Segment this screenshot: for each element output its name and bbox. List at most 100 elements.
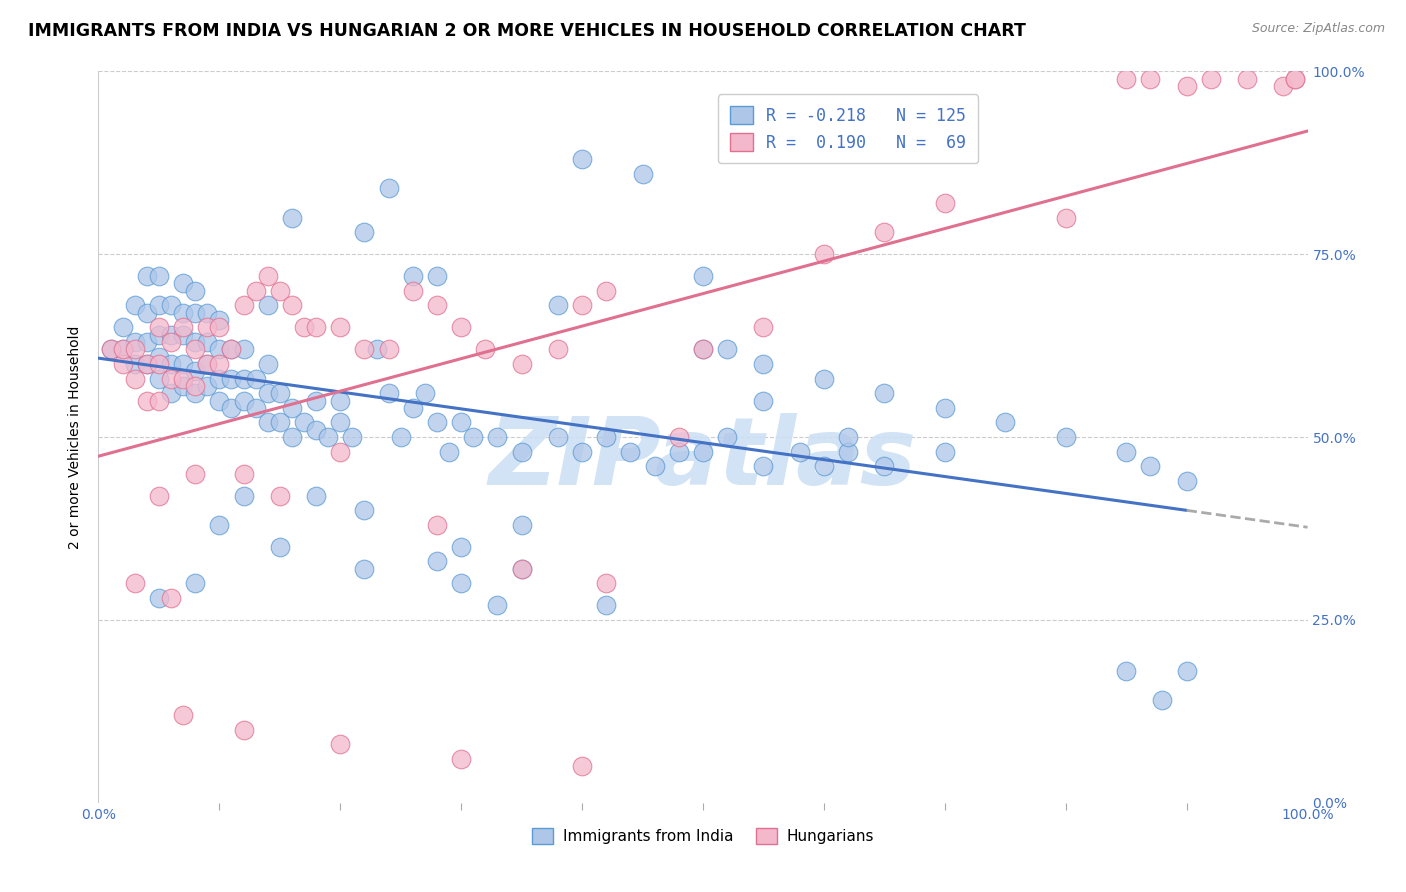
Point [934, 444, 956, 458]
Point [450, 416, 472, 430]
Point [402, 284, 425, 298]
Point [195, 357, 218, 371]
Point [124, 371, 146, 385]
Point [208, 371, 231, 385]
Point [510, 444, 533, 458]
Point [813, 371, 835, 385]
Text: Source: ZipAtlas.com: Source: ZipAtlas.com [1251, 22, 1385, 36]
Point [547, 343, 569, 357]
Point [148, 489, 170, 503]
Point [426, 517, 449, 532]
Point [195, 379, 218, 393]
Point [329, 416, 352, 430]
Point [184, 334, 207, 349]
Point [426, 298, 449, 312]
Point [135, 334, 157, 349]
Point [184, 364, 207, 378]
Point [752, 320, 775, 334]
Point [631, 167, 654, 181]
Point [547, 430, 569, 444]
Point [873, 459, 896, 474]
Point [124, 576, 146, 591]
Point [195, 306, 218, 320]
Point [148, 327, 170, 342]
Point [692, 343, 714, 357]
Point [256, 357, 278, 371]
Point [1199, 71, 1222, 86]
Point [547, 298, 569, 312]
Point [510, 562, 533, 576]
Point [353, 562, 375, 576]
Point [160, 371, 183, 385]
Point [160, 357, 183, 371]
Point [668, 444, 690, 458]
Point [595, 430, 617, 444]
Point [256, 386, 278, 401]
Point [377, 343, 399, 357]
Point [366, 343, 388, 357]
Point [221, 401, 243, 415]
Point [377, 386, 399, 401]
Point [281, 211, 304, 225]
Point [232, 343, 254, 357]
Point [281, 430, 304, 444]
Point [450, 752, 472, 766]
Point [305, 423, 328, 437]
Point [329, 737, 352, 751]
Point [873, 386, 896, 401]
Point [111, 357, 134, 371]
Point [135, 357, 157, 371]
Point [256, 298, 278, 312]
Point [450, 320, 472, 334]
Point [184, 306, 207, 320]
Point [402, 269, 425, 284]
Point [305, 320, 328, 334]
Point [135, 306, 157, 320]
Point [184, 386, 207, 401]
Point [1175, 664, 1198, 678]
Point [752, 459, 775, 474]
Point [353, 225, 375, 239]
Point [208, 357, 231, 371]
Point [135, 393, 157, 408]
Point [208, 393, 231, 408]
Point [305, 489, 328, 503]
Text: IMMIGRANTS FROM INDIA VS HUNGARIAN 2 OR MORE VEHICLES IN HOUSEHOLD CORRELATION C: IMMIGRANTS FROM INDIA VS HUNGARIAN 2 OR … [28, 22, 1026, 40]
Point [269, 386, 291, 401]
Point [837, 430, 859, 444]
Point [135, 269, 157, 284]
Point [232, 371, 254, 385]
Point [1236, 71, 1258, 86]
Point [474, 343, 496, 357]
Point [245, 401, 267, 415]
Point [1152, 693, 1174, 707]
Point [1054, 211, 1077, 225]
Point [426, 554, 449, 568]
Point [172, 371, 194, 385]
Point [402, 401, 425, 415]
Point [619, 444, 641, 458]
Point [934, 196, 956, 211]
Point [716, 430, 738, 444]
Point [571, 298, 593, 312]
Point [353, 503, 375, 517]
Point [232, 467, 254, 481]
Point [148, 350, 170, 364]
Point [1272, 78, 1295, 93]
Point [172, 708, 194, 723]
Point [450, 576, 472, 591]
Y-axis label: 2 or more Vehicles in Household: 2 or more Vehicles in Household [69, 326, 83, 549]
Point [172, 277, 194, 291]
Point [256, 269, 278, 284]
Point [571, 152, 593, 166]
Point [148, 320, 170, 334]
Point [160, 591, 183, 605]
Point [208, 320, 231, 334]
Point [148, 357, 170, 371]
Point [111, 343, 134, 357]
Point [148, 371, 170, 385]
Point [160, 386, 183, 401]
Point [111, 343, 134, 357]
Point [208, 343, 231, 357]
Point [232, 393, 254, 408]
